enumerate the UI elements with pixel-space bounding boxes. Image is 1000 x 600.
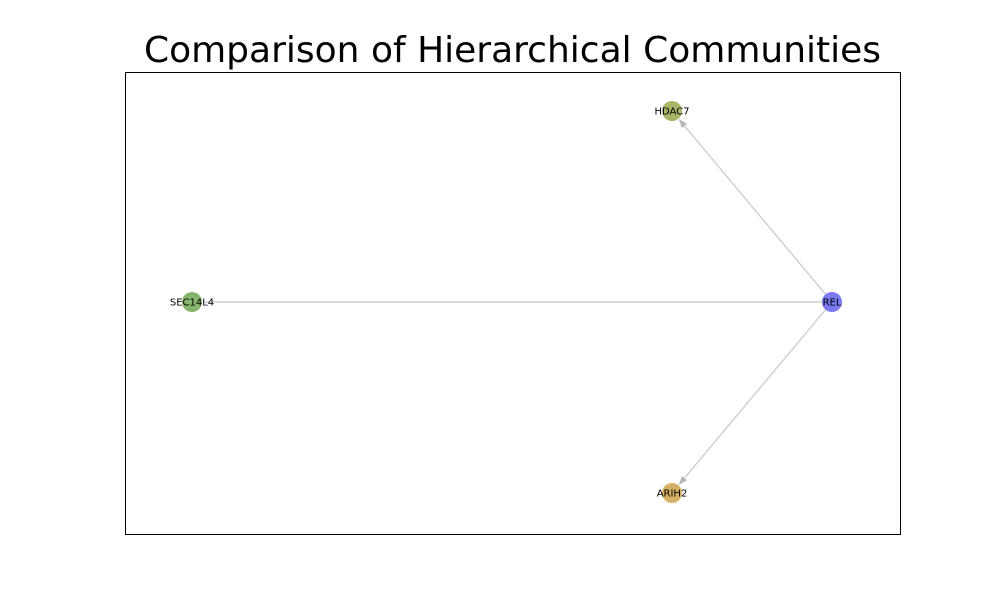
node-hdac7: HDAC7 xyxy=(654,101,690,121)
edge-rel-arih2 xyxy=(678,309,827,485)
node-marker-hdac7 xyxy=(662,101,682,121)
node-label-sec14l4: SEC14L4 xyxy=(170,298,214,309)
node-label-arih2: ARIH2 xyxy=(657,489,688,500)
node-rel: REL xyxy=(822,292,842,312)
figure-title: Comparison of Hierarchical Communities xyxy=(143,30,882,71)
node-label-rel: REL xyxy=(823,298,842,309)
node-marker-rel xyxy=(822,292,842,312)
node-sec14l4: SEC14L4 xyxy=(170,292,214,312)
node-label-hdac7: HDAC7 xyxy=(654,107,689,118)
plot-frame xyxy=(125,72,901,535)
node-arih2: ARIH2 xyxy=(657,483,688,503)
node-marker-arih2 xyxy=(662,483,682,503)
nodes-layer: HDAC7 SEC14L4 REL ARIH2 xyxy=(170,101,842,503)
node-marker-sec14l4 xyxy=(182,292,202,312)
edges-layer xyxy=(203,119,827,485)
edge-rel-hdac7 xyxy=(678,119,827,295)
